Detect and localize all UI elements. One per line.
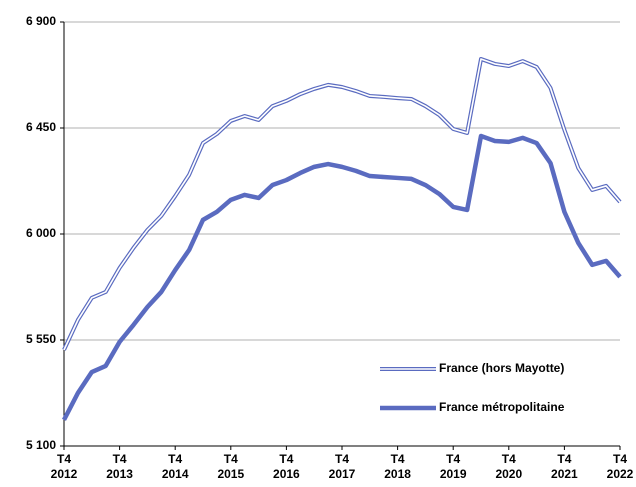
line <box>62 133 622 421</box>
x-tick-label: T4 2020 <box>495 452 523 481</box>
x-tick-label: T4 2019 <box>439 452 467 481</box>
x-tick-label: T4 2018 <box>384 452 411 481</box>
y-tick-label: 5 550 <box>26 332 56 346</box>
y-tick-label: 6 000 <box>26 226 56 240</box>
x-tick-label: T4 2012 <box>50 452 78 481</box>
x-tick-label: T4 2017 <box>328 452 356 481</box>
x-tick-label: T4 2014 <box>161 452 189 481</box>
legend-label: France (hors Mayotte) <box>439 361 564 375</box>
y-tick-label: 6 900 <box>26 14 56 28</box>
x-tick-label: T4 2022 <box>606 452 634 481</box>
x-tick-label: T4 2015 <box>217 452 245 481</box>
x-tick-label: T4 2016 <box>273 452 300 481</box>
legend-label: France métropolitaine <box>439 400 565 414</box>
line-inner <box>63 58 621 351</box>
x-tick-label: T4 2021 <box>551 452 578 481</box>
x-tick-label: T4 2013 <box>106 452 133 481</box>
y-tick-label: 6 450 <box>26 120 56 134</box>
y-tick-label: 5 100 <box>26 438 56 452</box>
